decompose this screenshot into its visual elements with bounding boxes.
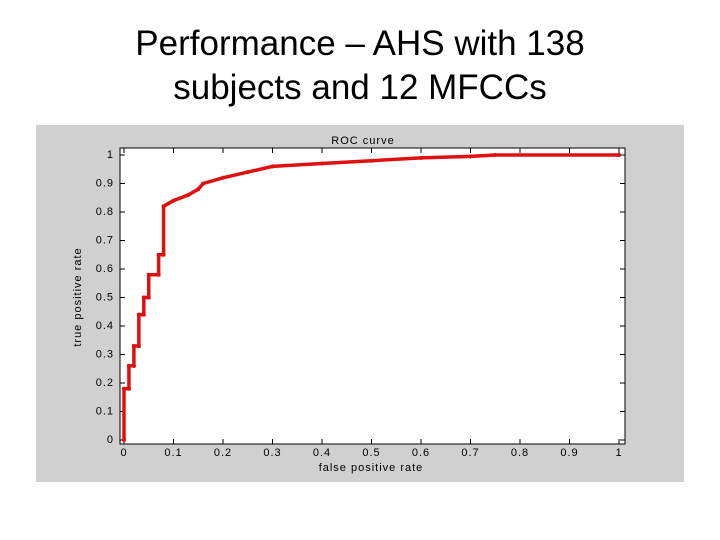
roc-point [126, 363, 131, 368]
y-tick-label: 0.1 [96, 405, 114, 417]
y-tick-label: 0.9 [96, 177, 114, 189]
roc-point [131, 343, 136, 348]
roc-point [468, 154, 473, 159]
roc-point [493, 153, 498, 157]
roc-point [141, 312, 146, 317]
roc-point [369, 158, 374, 163]
y-tick-label: 0.7 [96, 234, 114, 246]
x-tick-label: 1 [615, 447, 622, 459]
roc-point [245, 170, 250, 175]
roc-point [617, 153, 621, 157]
roc-point [156, 252, 161, 257]
y-tick-label: 0 [107, 434, 114, 446]
x-tick-label: 0.7 [461, 447, 479, 459]
x-tick-label: 0.4 [313, 447, 331, 459]
roc-point [419, 155, 423, 160]
roc-line [122, 153, 619, 440]
roc-point [196, 187, 201, 192]
roc-point [146, 272, 151, 277]
slide-title: Performance – AHS with 138 subjects and … [0, 22, 720, 110]
y-tick-label: 1 [107, 149, 114, 161]
roc-point [270, 164, 275, 169]
roc-point [122, 438, 126, 442]
y-tick-label: 0.5 [96, 291, 114, 303]
x-tick-label: 0.6 [412, 447, 430, 459]
roc-point [171, 198, 176, 203]
x-tick-label: 0.2 [214, 447, 232, 459]
y-tick-label: 0.2 [96, 377, 114, 389]
roc-point [136, 312, 141, 317]
y-tick-label: 0.4 [96, 320, 114, 332]
roc-point [156, 272, 161, 277]
y-tick-label: 0.8 [96, 206, 114, 218]
roc-point [161, 204, 166, 209]
roc-point [186, 192, 191, 197]
roc-point [141, 295, 146, 300]
roc-point [201, 181, 206, 186]
plot-area [119, 147, 626, 445]
roc-point [320, 161, 324, 166]
roc-point [161, 252, 166, 257]
x-tick-label: 0.1 [164, 447, 182, 459]
roc-point [126, 386, 131, 391]
roc-point [166, 201, 171, 206]
title-line: subjects and 12 MFCCs [173, 68, 547, 107]
x-tick-label: 0 [120, 447, 127, 459]
roc-point [122, 386, 126, 391]
x-tick-label: 0.3 [263, 447, 281, 459]
y-tick-label: 0.3 [96, 348, 114, 360]
roc-point [136, 343, 141, 348]
x-tick-label: 0.9 [560, 447, 578, 459]
x-tick-label: 0.5 [362, 447, 380, 459]
y-axis-label: true positive rate [72, 247, 84, 346]
y-tick-label: 0.6 [96, 263, 114, 275]
title-line: Performance – AHS with 138 [135, 24, 585, 63]
roc-point [131, 363, 136, 368]
x-axis-label: false positive rate [319, 462, 424, 474]
roc-point [146, 295, 151, 300]
chart-title: ROC curve [331, 135, 394, 147]
x-tick-label: 0.8 [511, 447, 529, 459]
roc-point [221, 175, 225, 180]
